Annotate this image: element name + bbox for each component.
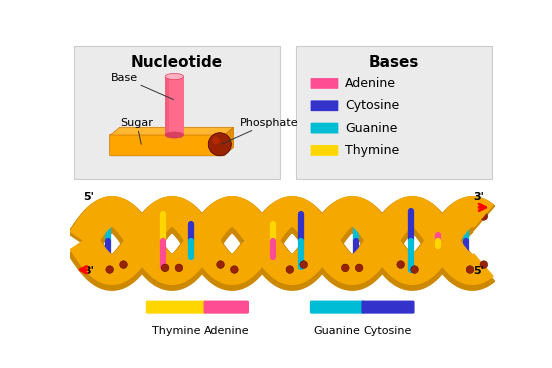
Circle shape — [231, 208, 238, 215]
FancyBboxPatch shape — [311, 145, 338, 156]
Text: Guanine: Guanine — [345, 121, 397, 135]
Circle shape — [300, 261, 307, 268]
FancyBboxPatch shape — [74, 46, 280, 179]
Circle shape — [397, 261, 405, 268]
Circle shape — [466, 266, 474, 273]
FancyBboxPatch shape — [204, 301, 249, 314]
Circle shape — [212, 137, 220, 144]
Circle shape — [175, 209, 183, 217]
Text: 3': 3' — [473, 192, 484, 202]
Ellipse shape — [165, 74, 184, 79]
Text: 5': 5' — [83, 192, 94, 202]
Bar — [165, 77, 169, 135]
Polygon shape — [224, 127, 233, 155]
FancyBboxPatch shape — [311, 100, 338, 111]
Polygon shape — [110, 127, 233, 135]
Circle shape — [342, 209, 349, 217]
Text: Nucleotide: Nucleotide — [131, 55, 222, 70]
Text: Sugar: Sugar — [120, 118, 153, 144]
Circle shape — [161, 209, 169, 217]
Circle shape — [231, 266, 238, 273]
FancyBboxPatch shape — [311, 123, 338, 134]
Text: Thymine: Thymine — [345, 144, 400, 157]
Text: Guanine: Guanine — [314, 326, 360, 336]
FancyBboxPatch shape — [146, 301, 206, 314]
Text: Base: Base — [111, 73, 173, 100]
Text: Cytosine: Cytosine — [364, 326, 412, 336]
Circle shape — [342, 264, 349, 272]
FancyBboxPatch shape — [110, 134, 225, 156]
Circle shape — [120, 213, 128, 220]
Circle shape — [286, 208, 294, 215]
Circle shape — [397, 213, 405, 220]
Circle shape — [355, 209, 363, 217]
FancyBboxPatch shape — [296, 46, 492, 179]
Bar — [165, 77, 184, 135]
Text: Adenine: Adenine — [345, 77, 396, 90]
Circle shape — [175, 264, 183, 272]
Text: 3': 3' — [83, 266, 94, 276]
Text: Phosphate: Phosphate — [221, 118, 299, 144]
Text: Cytosine: Cytosine — [345, 99, 400, 112]
Circle shape — [355, 264, 363, 272]
Circle shape — [161, 264, 169, 272]
Circle shape — [120, 261, 128, 268]
Text: 5': 5' — [473, 266, 484, 276]
Text: Adenine: Adenine — [204, 326, 249, 336]
Circle shape — [106, 208, 114, 215]
Text: Thymine: Thymine — [152, 326, 200, 336]
Circle shape — [480, 261, 488, 268]
Circle shape — [286, 266, 294, 273]
FancyBboxPatch shape — [311, 78, 338, 89]
Circle shape — [411, 208, 418, 215]
Circle shape — [208, 133, 231, 156]
Circle shape — [466, 208, 474, 215]
Circle shape — [480, 213, 488, 220]
Circle shape — [300, 213, 307, 220]
Ellipse shape — [165, 132, 184, 138]
Circle shape — [411, 266, 418, 273]
Circle shape — [217, 261, 224, 268]
FancyBboxPatch shape — [362, 301, 415, 314]
FancyBboxPatch shape — [310, 301, 364, 314]
Circle shape — [106, 266, 114, 273]
Text: Bases: Bases — [369, 55, 419, 70]
Circle shape — [217, 213, 224, 220]
